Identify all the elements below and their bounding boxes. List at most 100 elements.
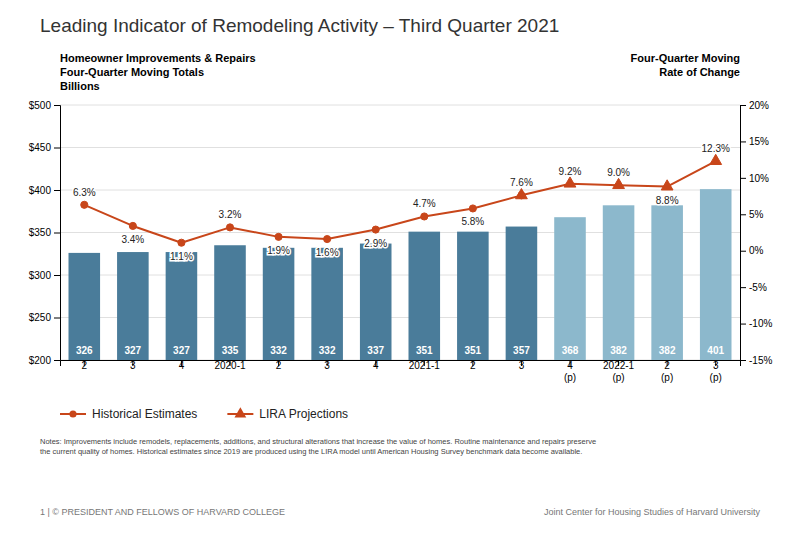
x-axis-line [61, 361, 741, 367]
y2-tick: 10% [740, 173, 769, 184]
line-series [81, 192, 525, 246]
x-tick-label-line: 2020-1 [214, 360, 246, 371]
y-tick-label: $400 [29, 185, 52, 196]
y-axis-label: Four-Quarter Moving Totals [60, 66, 204, 78]
legend-label: Historical Estimates [92, 407, 197, 421]
x-tick: 3 [519, 360, 525, 371]
y-tick-label: $350 [29, 227, 52, 238]
line-label: 5.8% [461, 216, 484, 227]
note-line: the current quality of homes. Historical… [40, 447, 582, 456]
grid-line [60, 232, 740, 233]
y2-tick-mark [740, 287, 746, 288]
line-label: 9.2% [559, 166, 582, 177]
line-point [372, 226, 379, 233]
y-tick: $300 [29, 270, 60, 281]
y2-tick-mark [740, 105, 746, 106]
line-point [469, 205, 476, 212]
line-label: 4.7% [413, 198, 436, 209]
x-tick-label: 3(p) [710, 360, 722, 383]
y-tick-mark [54, 360, 60, 361]
x-tick: 2 [82, 360, 88, 371]
y-tick: $450 [29, 142, 60, 153]
x-tick: 4 [179, 360, 185, 371]
note-line: Notes: Improvements include remodels, re… [40, 437, 596, 446]
line-point [129, 222, 136, 229]
x-tick-label-line: 2 [470, 360, 476, 371]
bar-label: 337 [367, 345, 384, 356]
x-tick-label-line: 2022-1 [603, 360, 635, 371]
bar-series [69, 189, 732, 360]
bar [69, 253, 101, 360]
x-tick: 4(p) [564, 360, 576, 383]
y-tick-mark [54, 190, 60, 191]
legend-item: LIRA Projections [227, 407, 348, 421]
y-axis-label: Billions [60, 80, 100, 92]
bar [651, 205, 683, 360]
x-tick-label: 4(p) [564, 360, 576, 383]
line [84, 195, 521, 242]
y2-axis-label: Four-Quarter Moving [631, 52, 740, 64]
x-tick-label-line: 4 [373, 360, 379, 371]
data-labels: 3263273273353323323373513513573683823824… [73, 143, 730, 356]
grid-line [60, 317, 740, 318]
line-label: 7.6% [510, 177, 533, 188]
y-tick: $200 [29, 355, 60, 366]
line-label: 9.0% [607, 167, 630, 178]
legend: Historical Estimates LIRA Projections [60, 407, 348, 421]
y2-tick-mark [740, 324, 746, 325]
bar [700, 189, 732, 360]
x-tick: 3 [130, 360, 136, 371]
footer-left: 1 | © PRESIDENT AND FELLOWS OF HARVARD C… [40, 507, 285, 517]
x-tick-label-line: 3 [519, 360, 525, 371]
x-tick-label-line: 2 [276, 360, 282, 371]
line-label: 12.3% [702, 143, 730, 154]
bar-label: 327 [173, 345, 190, 356]
line-point [324, 235, 331, 242]
line-series [516, 154, 722, 198]
line-label: 3.2% [219, 209, 242, 220]
y-tick: $250 [29, 312, 60, 323]
x-tick: 2 [276, 360, 282, 371]
x-tick-label-line: (p) [710, 372, 722, 383]
y2-tick-label: 0% [749, 245, 764, 256]
x-tick: 2(p) [661, 360, 673, 383]
x-tick: 2022-1(p) [603, 360, 635, 383]
bar-label: 368 [562, 345, 579, 356]
x-tick-label-line: 2021-1 [409, 360, 441, 371]
bar-label: 357 [513, 345, 530, 356]
legend-item: Historical Estimates [60, 407, 197, 421]
bar-label: 332 [270, 345, 287, 356]
y2-tick-label: 15% [749, 136, 769, 147]
y2-tick-label: 20% [749, 100, 769, 111]
y-tick-label: $200 [29, 355, 52, 366]
bar [457, 232, 489, 360]
plot-marks [69, 154, 732, 360]
x-tick-label-line: 3 [324, 360, 330, 371]
y-tick-mark [54, 148, 60, 149]
title: Leading Indicator of Remodeling Activity… [40, 15, 559, 36]
line-point [178, 239, 185, 246]
y-tick-mark [54, 233, 60, 234]
chart-svg: Leading Indicator of Remodeling Activity… [0, 0, 800, 533]
x-tick-label-line: 2 [82, 360, 88, 371]
x-tick-label-line: (p) [661, 372, 673, 383]
bar-label: 332 [319, 345, 336, 356]
x-tick-label-line: (p) [612, 372, 624, 383]
legend-swatch-marker [69, 410, 76, 417]
y2-axis-label: Rate of Change [659, 66, 740, 78]
x-tick: 3 [324, 360, 330, 371]
bar-label: 326 [76, 345, 93, 356]
bar [117, 252, 149, 360]
y2-tick: -10% [740, 318, 772, 329]
bar-label: 335 [222, 345, 239, 356]
x-tick: 2021-1 [409, 360, 441, 371]
x-tick: 2 [470, 360, 476, 371]
y-tick-label: $500 [29, 100, 52, 111]
x-tick-label: 2 [82, 360, 88, 371]
y-axis-label: Homeowner Improvements & Repairs [60, 52, 256, 64]
line-point [81, 201, 88, 208]
line-label: 1.6% [316, 247, 339, 258]
line-point [226, 224, 233, 231]
legend-label: LIRA Projections [259, 407, 348, 421]
y2-tick: 20% [740, 100, 769, 111]
